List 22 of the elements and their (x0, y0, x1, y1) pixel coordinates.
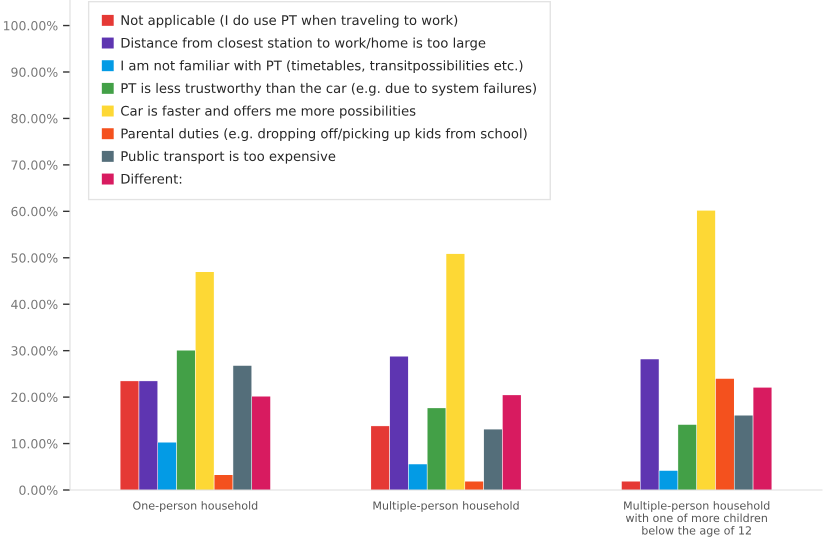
y-tick-label: 40.00% (11, 300, 58, 310)
y-tick-label: 60.00% (11, 206, 58, 216)
x-tick-label: One-person household (133, 501, 258, 512)
y-tick-label: 70.00% (12, 160, 58, 170)
y-tick-label: 90.00% (11, 67, 58, 77)
legend-label: PT is less trustworthy than the car (e.g. due to system failures) (122, 82, 536, 96)
legend-label: Parental duties (e.g. dropping off/picking up kids from school) (122, 128, 527, 141)
legend-label: Car is faster and offers me more possibilities (121, 106, 416, 118)
y-tick-label: 10.00% (12, 439, 58, 448)
legend-label: Public transport is too expensive (122, 150, 336, 164)
y-tick-label: 80.00% (11, 114, 58, 124)
x-tick-label: Multiple-person household (373, 501, 519, 512)
y-tick-label: 20.00% (11, 392, 58, 402)
legend-label: Distance from closest station to work/home is too large (122, 38, 486, 50)
legend-label: Not applicable (I do use PT when traveling to work) (122, 14, 458, 28)
legend-label: Different: (122, 174, 182, 184)
x-tick-label: Multiple-person household with one of more children below the age of 12 (624, 501, 770, 537)
legend-label: I am not familiar with PT (timetables, transitpossibilities etc.) (122, 60, 522, 73)
y-tick-label: 100.00% (4, 21, 58, 30)
y-tick-label: 50.00% (11, 253, 58, 263)
y-tick-label: 0.00% (19, 485, 58, 495)
y-tick-label: 30.00% (11, 346, 58, 356)
